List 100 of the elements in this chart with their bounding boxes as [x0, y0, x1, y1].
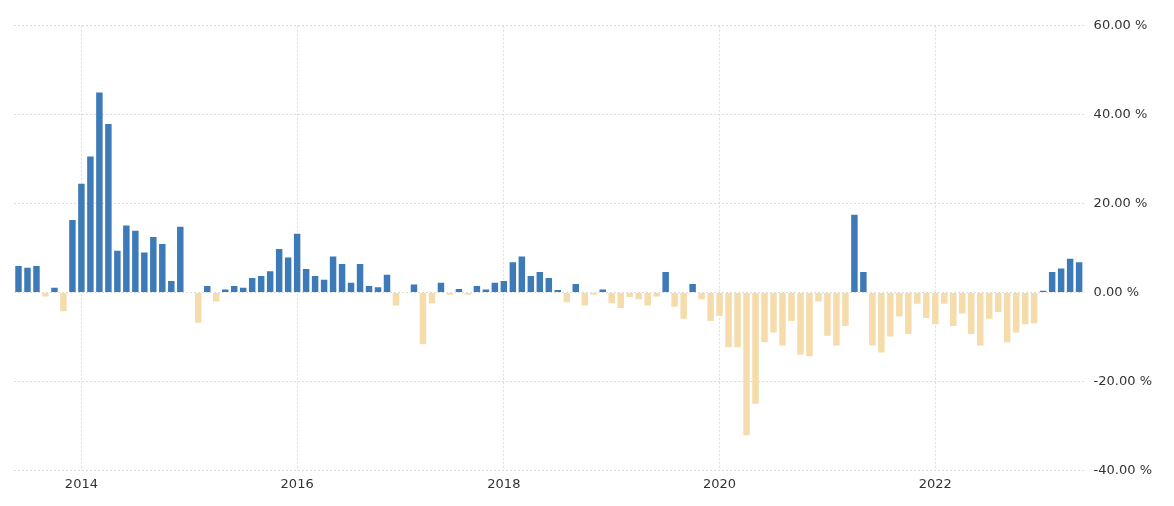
bar [96, 92, 103, 293]
y-tick-label: -20.00 % [1093, 372, 1153, 388]
y-tick-label: 40.00 % [1093, 106, 1148, 122]
bar [150, 236, 157, 293]
bar [545, 277, 553, 293]
bar [986, 293, 993, 319]
bar [536, 272, 544, 293]
bar [338, 264, 346, 293]
bar [950, 293, 957, 326]
bar [419, 293, 427, 345]
bar [123, 225, 130, 293]
bar [105, 124, 112, 293]
bar [518, 256, 526, 293]
bar [959, 293, 966, 314]
bar [159, 244, 166, 293]
bar [114, 250, 121, 293]
y-tick-label: 0.00 % [1093, 283, 1140, 299]
bar [770, 293, 777, 333]
bar [977, 293, 984, 346]
bar [698, 293, 705, 300]
bar [1066, 258, 1074, 293]
bar [689, 284, 696, 293]
bar [491, 282, 499, 293]
bar [51, 287, 58, 293]
bar [707, 293, 714, 322]
bar [320, 279, 328, 293]
bar [177, 226, 184, 293]
bar [33, 265, 40, 293]
bar [1021, 293, 1029, 325]
bar [527, 276, 535, 293]
bar [42, 293, 49, 297]
bar [878, 293, 885, 353]
y-tick-label: 60.00 % [1093, 17, 1148, 33]
bar [644, 293, 651, 306]
bar [671, 293, 678, 307]
bar [779, 293, 786, 346]
bar [1075, 262, 1083, 293]
bar [293, 233, 301, 293]
bar [437, 282, 445, 293]
bar [734, 293, 741, 348]
bar [428, 293, 436, 304]
bar [572, 284, 580, 293]
bar [392, 293, 400, 306]
bar [473, 285, 481, 293]
bar [1012, 293, 1020, 333]
bar [860, 272, 867, 293]
bar [87, 156, 94, 293]
bar [248, 277, 256, 293]
bar [78, 183, 85, 293]
bar [896, 293, 903, 317]
bar [617, 293, 624, 309]
bar [968, 293, 975, 334]
bar [302, 269, 310, 293]
bar [815, 293, 822, 302]
bar [635, 293, 642, 300]
x-tick-label: 2020 [703, 475, 737, 491]
bar [725, 293, 732, 348]
bar [680, 293, 687, 319]
bar [221, 289, 229, 293]
bar [257, 276, 265, 293]
y-tick-label: -40.00 % [1093, 461, 1153, 477]
bar [204, 285, 211, 293]
bar [132, 230, 139, 293]
bar [842, 293, 849, 326]
bar [24, 267, 31, 293]
bar [69, 220, 76, 293]
bar [563, 293, 571, 303]
x-tick-label: 2022 [918, 475, 952, 491]
bar [15, 265, 22, 293]
bar [914, 293, 921, 304]
bar [824, 293, 831, 336]
x-tick-label: 2018 [487, 475, 521, 491]
bar [662, 272, 669, 293]
bar [195, 293, 202, 323]
bar [887, 293, 894, 337]
bar [806, 293, 813, 357]
bar [581, 293, 588, 306]
bar [141, 252, 148, 293]
bar [851, 214, 858, 293]
bar [599, 289, 606, 293]
bar [374, 287, 382, 293]
bar [266, 271, 274, 293]
bar [743, 293, 750, 436]
bar [653, 293, 660, 297]
bar [365, 285, 373, 293]
bar [60, 293, 67, 312]
bar [1057, 268, 1065, 293]
x-tick-label: 2014 [64, 475, 98, 491]
bar [608, 293, 615, 304]
bar [788, 293, 795, 322]
bar [329, 256, 337, 293]
bar [356, 264, 364, 293]
bar [311, 276, 319, 293]
bar [1030, 293, 1038, 324]
bar [716, 293, 723, 317]
bar [1003, 293, 1011, 343]
bar [869, 293, 876, 346]
bar [509, 262, 517, 293]
bar [168, 281, 175, 293]
bar [923, 293, 930, 318]
